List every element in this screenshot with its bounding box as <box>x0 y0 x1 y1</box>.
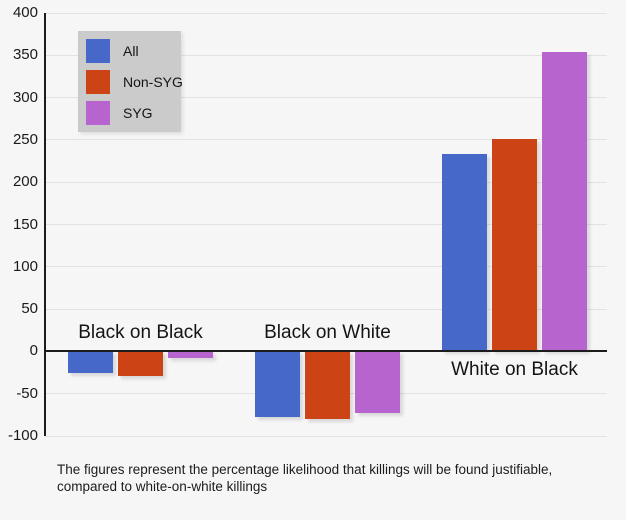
bar-all-black-on-white <box>255 351 300 417</box>
caption-line-2: compared to white-on-white killings <box>57 479 268 494</box>
group-label-white-on-black: White on Black <box>451 359 578 381</box>
legend: All Non-SYG SYG <box>78 31 183 132</box>
y-tick-label-0: 0 <box>29 342 38 360</box>
y-tick-label-150: 150 <box>12 215 38 233</box>
bar-non-syg-black-on-white <box>305 351 350 420</box>
group-label-black-on-black: Black on Black <box>78 322 203 344</box>
legend-swatch-syg <box>86 100 110 125</box>
legend-label-all: All <box>123 42 139 59</box>
caption-line-1: The figures represent the percentage lik… <box>57 462 553 477</box>
caption: The figures represent the percentage lik… <box>57 461 612 495</box>
legend-row-all: All <box>78 35 181 66</box>
zero-axis-line <box>45 350 607 353</box>
y-tick-label-100: 100 <box>12 257 38 275</box>
gridline-200 <box>45 181 607 183</box>
bar-syg-white-on-black <box>542 51 587 352</box>
gridline-400 <box>45 12 607 14</box>
bar-syg-black-on-black <box>168 351 213 359</box>
bar-non-syg-black-on-black <box>118 351 163 376</box>
plot-area: Black on Black Black on White White on Bla… <box>44 12 607 437</box>
y-tick-label-300: 300 <box>12 88 38 106</box>
legend-swatch-all <box>86 38 110 63</box>
legend-row-syg: SYG <box>78 97 181 128</box>
gridline-50 <box>45 308 607 310</box>
gridline-150 <box>45 224 607 225</box>
bar-all-black-on-black <box>68 351 113 374</box>
y-tick-label-50: 50 <box>21 300 38 318</box>
gridline-250 <box>45 139 607 141</box>
bar-non-syg-white-on-black <box>492 139 537 352</box>
gridline--100 <box>45 435 607 437</box>
y-tick-label-200: 200 <box>12 173 38 191</box>
legend-row-non-syg: Non-SYG <box>78 66 183 97</box>
y-tick-label-250: 250 <box>12 130 38 148</box>
group-label-black-on-white: Black on White <box>264 322 391 344</box>
bar-all-white-on-black <box>442 154 487 352</box>
bar-syg-black-on-white <box>355 351 400 414</box>
y-tick-label-400: 400 <box>12 4 38 21</box>
y-tick-label--50: -50 <box>16 384 38 402</box>
y-tick-label--100: -100 <box>7 427 38 444</box>
legend-swatch-non-syg <box>86 69 110 94</box>
legend-label-non-syg: Non-SYG <box>123 73 183 90</box>
y-axis-line <box>44 13 46 436</box>
gridline-300 <box>45 97 607 99</box>
gridline-100 <box>45 266 607 268</box>
legend-label-syg: SYG <box>123 104 153 121</box>
y-tick-label-350: 350 <box>12 46 38 64</box>
gridline-350 <box>45 54 607 56</box>
